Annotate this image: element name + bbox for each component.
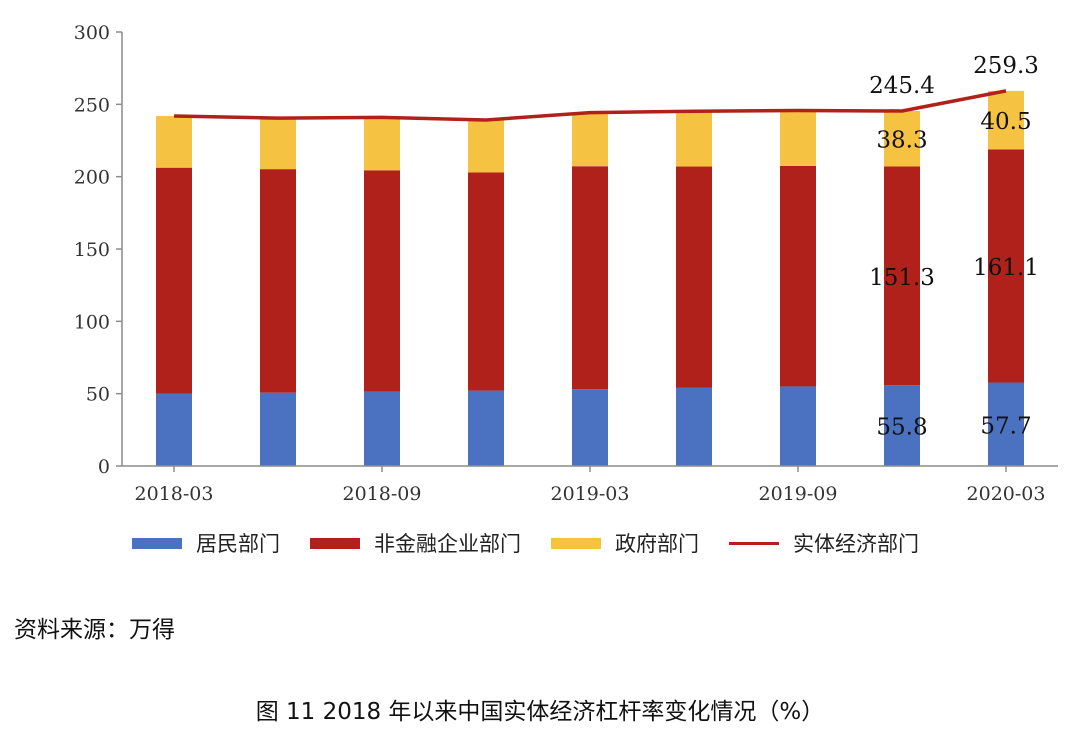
bar-government-2019-09 — [780, 110, 816, 166]
legend-swatch-real-economy — [729, 541, 779, 545]
bar-household-2019-09 — [780, 386, 816, 466]
labels-layer: 245.4 259.3 38.3 40.5 151.3 161.1 55.8 57.7 — [869, 53, 1039, 441]
bar-government-2020-03 — [988, 90, 1024, 150]
data-label-151.3: 151.3 — [869, 265, 935, 291]
bar-government-2019-03 — [572, 112, 608, 167]
bar-nonfinancial-2020-03 — [988, 149, 1024, 383]
bar-household-2018-03 — [156, 393, 192, 466]
data-label-245.4: 245.4 — [869, 73, 935, 99]
data-label-161.1: 161.1 — [973, 255, 1039, 281]
legend-item-real-economy: 实体经济部门 — [729, 528, 919, 558]
bar-household-2018-12 — [468, 390, 504, 466]
x-tick-label-2018-03: 2018-03 — [135, 483, 214, 505]
bar-nonfinancial-2019-12 — [884, 166, 920, 386]
bars-layer — [156, 90, 1024, 466]
bar-household-2019-12 — [884, 385, 920, 466]
y-tick-label-100: 100 — [74, 311, 110, 333]
bar-nonfinancial-2019-03 — [572, 166, 608, 390]
bar-government-2018-03 — [156, 116, 192, 168]
data-label-40.5: 40.5 — [980, 109, 1031, 135]
bar-household-2018-06 — [260, 392, 296, 466]
data-label-55.8: 55.8 — [876, 415, 927, 441]
data-label-259.3: 259.3 — [973, 53, 1039, 79]
legend-label-real-economy: 实体经济部门 — [793, 532, 919, 556]
line-layer — [173, 89, 1007, 122]
bar-government-2018-12 — [468, 119, 504, 173]
bar-government-2019-12 — [884, 110, 920, 167]
legend-swatch-household — [132, 537, 182, 549]
bar-household-2018-09 — [364, 391, 400, 466]
bar-nonfinancial-2018-06 — [260, 169, 296, 393]
source-note: 资料来源：万得 — [14, 617, 175, 643]
legend-label-household: 居民部门 — [196, 532, 280, 556]
bar-government-2019-06 — [676, 111, 712, 167]
legend-swatch-government — [551, 537, 601, 549]
y-tick-label-250: 250 — [74, 94, 110, 116]
legend-item-government: 政府部门 — [551, 528, 699, 558]
legend-label-government: 政府部门 — [615, 532, 699, 556]
x-tick-label-2020-03: 2020-03 — [967, 483, 1046, 505]
y-tick-label-300: 300 — [74, 22, 110, 44]
chart-area: 0 50 100 150 200 250 300 2018-03 2018-09 2019-03 2… — [74, 22, 1058, 505]
y-tick-label-200: 200 — [74, 167, 110, 189]
bar-nonfinancial-2019-06 — [676, 166, 712, 388]
y-tick-label-0: 0 — [98, 456, 110, 478]
line-real-economy — [173, 89, 1007, 122]
bar-government-2018-06 — [260, 118, 296, 170]
legend-item-household: 居民部门 — [132, 528, 280, 558]
bar-household-2019-03 — [572, 389, 608, 466]
x-tick-label-2018-09: 2018-09 — [343, 483, 422, 505]
legend: 居民部门 非金融企业部门 政府部门 实体经济部门 — [132, 525, 949, 561]
data-label-57.7: 57.7 — [980, 413, 1031, 439]
y-tick-label-150: 150 — [74, 239, 110, 261]
bar-nonfinancial-2018-09 — [364, 170, 400, 392]
bar-household-2019-06 — [676, 387, 712, 466]
bar-nonfinancial-2019-09 — [780, 165, 816, 387]
bar-government-2018-09 — [364, 117, 400, 171]
x-tick-label-2019-03: 2019-03 — [551, 483, 630, 505]
bar-nonfinancial-2018-03 — [156, 167, 192, 394]
leverage-chart: 0 50 100 150 200 250 300 2018-03 2018-09 2019-03 2… — [74, 22, 1058, 505]
axis-layer: 0 50 100 150 200 250 300 2018-03 2018-09 2019-03 2… — [74, 22, 1058, 505]
x-tick-label-2019-09: 2019-09 — [759, 483, 838, 505]
bar-nonfinancial-2018-12 — [468, 172, 504, 391]
legend-swatch-nonfinancial — [310, 537, 360, 549]
legend-label-nonfinancial: 非金融企业部门 — [374, 532, 521, 556]
legend-item-nonfinancial: 非金融企业部门 — [310, 528, 521, 558]
data-label-38.3: 38.3 — [876, 128, 927, 154]
figure-caption: 图 11 2018 年以来中国实体经济杠杆率变化情况（%） — [255, 699, 825, 725]
bar-household-2020-03 — [988, 382, 1024, 466]
y-tick-label-50: 50 — [86, 384, 110, 406]
